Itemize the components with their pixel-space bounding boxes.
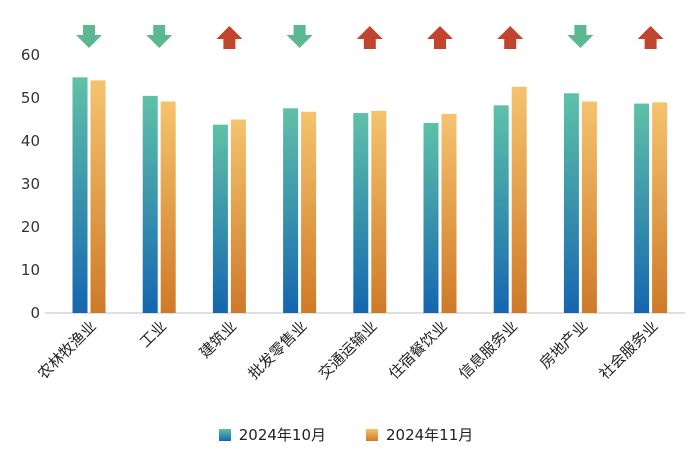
bar-oct-4 (353, 113, 369, 313)
legend: 2024年10月 2024年11月 (0, 424, 692, 445)
trend-arrow-down-0 (76, 25, 102, 48)
bar-nov-1 (160, 101, 176, 313)
trend-arrows (76, 25, 664, 49)
bar-nov-8 (652, 102, 668, 313)
y-tick-label-60: 60 (21, 46, 40, 64)
y-axis: 0 10 20 30 40 50 60 (21, 46, 40, 322)
y-tick-label-30: 30 (21, 175, 40, 193)
x-tick-label-7: 房地产业 (536, 317, 591, 372)
bar-nov-5 (441, 113, 457, 313)
trend-arrow-down-3 (286, 25, 313, 48)
x-tick-label-3: 批发零售业 (245, 317, 311, 383)
bar-oct-2 (212, 124, 228, 313)
x-tick-label-6: 信息服务业 (455, 317, 521, 383)
trend-arrow-up-6 (497, 26, 524, 49)
x-tick-label-4: 交通运输业 (315, 317, 381, 383)
bar-nov-3 (301, 111, 317, 313)
legend-label-nov: 2024年11月 (386, 426, 474, 444)
y-tick-label-0: 0 (30, 304, 40, 322)
bar-oct-8 (634, 103, 650, 313)
trend-arrow-up-8 (637, 26, 664, 49)
legend-label-oct: 2024年10月 (238, 426, 326, 444)
trend-arrow-down-1 (146, 25, 173, 48)
bar-nov-0 (90, 80, 106, 314)
y-tick-label-40: 40 (21, 132, 40, 150)
bar-oct-1 (142, 95, 158, 313)
legend-swatch-nov (366, 428, 378, 441)
bar-nov-2 (230, 119, 246, 313)
x-axis-labels: 农林牧渔业 工业 建筑业 批发零售业 交通运输业 住宿餐饮业 信息服务业 房地产业 社会服务业 (34, 317, 661, 383)
y-tick-label-10: 10 (21, 261, 40, 279)
y-tick-label-20: 20 (21, 218, 40, 236)
bar-oct-0 (72, 77, 88, 313)
bar-nov-4 (371, 110, 387, 314)
x-tick-label-5: 住宿餐饮业 (385, 317, 451, 383)
legend-item-oct: 2024年10月 (218, 424, 326, 445)
bar-oct-3 (283, 108, 299, 313)
trend-arrow-up-4 (356, 26, 383, 49)
bar-oct-6 (493, 105, 509, 313)
x-tick-label-2: 建筑业 (196, 317, 241, 362)
legend-item-nov: 2024年11月 (366, 424, 473, 445)
trend-arrow-up-2 (216, 26, 243, 49)
legend-swatch-oct (218, 428, 231, 441)
x-tick-label-0: 农林牧渔业 (34, 317, 100, 383)
bar-nov-6 (511, 86, 527, 313)
bar-oct-5 (423, 122, 439, 313)
y-tick-label-50: 50 (21, 89, 40, 107)
x-tick-label-1: 工业 (136, 317, 170, 351)
bar-nov-7 (581, 101, 597, 313)
bar-oct-7 (563, 93, 579, 314)
bars (72, 77, 668, 314)
trend-arrow-down-7 (567, 25, 594, 48)
trend-arrow-up-5 (427, 26, 453, 49)
x-tick-label-8: 社会服务业 (596, 317, 662, 383)
